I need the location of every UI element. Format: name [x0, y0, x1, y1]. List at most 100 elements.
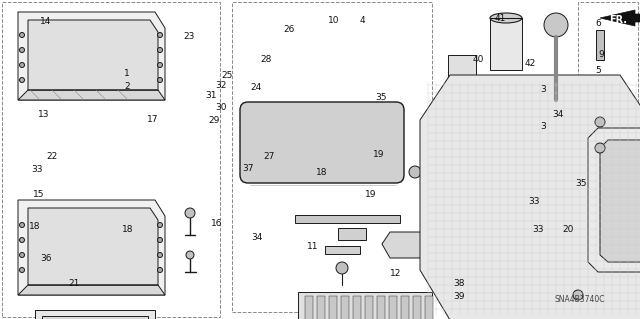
Circle shape: [186, 251, 194, 259]
Bar: [35, 310, 155, 319]
Text: 31: 31: [205, 91, 217, 100]
Circle shape: [157, 268, 163, 272]
Bar: [377, 296, 385, 319]
FancyBboxPatch shape: [240, 102, 404, 183]
Text: 34: 34: [252, 233, 263, 242]
Polygon shape: [18, 90, 165, 100]
Polygon shape: [28, 20, 158, 90]
Ellipse shape: [490, 13, 522, 23]
Text: 1: 1: [124, 69, 129, 78]
Text: 3: 3: [540, 122, 545, 131]
Text: 26: 26: [284, 25, 295, 34]
Text: 25: 25: [221, 71, 233, 80]
Text: 32: 32: [215, 81, 227, 90]
Circle shape: [19, 33, 24, 38]
Text: 29: 29: [209, 116, 220, 125]
Polygon shape: [382, 232, 428, 258]
Text: 41: 41: [495, 14, 506, 23]
Text: 17: 17: [147, 115, 158, 124]
Text: 4: 4: [360, 16, 365, 25]
Text: 14: 14: [40, 17, 52, 26]
Text: 5: 5: [596, 66, 601, 75]
Circle shape: [185, 208, 195, 218]
Bar: [42, 316, 148, 319]
Text: 15: 15: [33, 190, 44, 199]
Polygon shape: [420, 75, 640, 319]
Text: 33: 33: [532, 225, 543, 234]
Bar: [295, 215, 400, 223]
Text: FR.: FR.: [609, 15, 627, 25]
Polygon shape: [28, 208, 158, 285]
Circle shape: [19, 253, 24, 257]
Circle shape: [409, 166, 421, 178]
Text: 36: 36: [40, 254, 52, 263]
Text: 42: 42: [524, 59, 536, 68]
Text: 35: 35: [375, 93, 387, 102]
Text: 10: 10: [328, 16, 340, 25]
Text: 18: 18: [29, 222, 41, 231]
Circle shape: [19, 222, 24, 227]
Circle shape: [333, 293, 343, 303]
Circle shape: [595, 117, 605, 127]
Bar: [389, 296, 397, 319]
Polygon shape: [600, 140, 640, 262]
Circle shape: [19, 78, 24, 83]
Circle shape: [19, 268, 24, 272]
Bar: [341, 296, 349, 319]
Polygon shape: [298, 292, 432, 319]
Bar: [365, 296, 373, 319]
Circle shape: [157, 238, 163, 242]
Text: 2: 2: [124, 82, 129, 91]
Circle shape: [157, 33, 163, 38]
Text: 11: 11: [307, 242, 318, 251]
Text: 35: 35: [575, 179, 587, 188]
Bar: [2, 2, 220, 317]
Text: 30: 30: [215, 103, 227, 112]
Text: 20: 20: [563, 225, 574, 234]
Text: 18: 18: [316, 168, 327, 177]
Circle shape: [19, 63, 24, 68]
Bar: [401, 296, 409, 319]
Circle shape: [336, 262, 348, 274]
Text: 39: 39: [454, 292, 465, 300]
Bar: [448, 55, 476, 95]
Text: SNA4B3740C: SNA4B3740C: [555, 295, 605, 305]
Bar: [305, 296, 313, 319]
Text: 27: 27: [263, 152, 275, 161]
Bar: [490, 18, 522, 70]
Text: 33: 33: [31, 165, 43, 174]
Bar: [425, 296, 433, 319]
Circle shape: [157, 253, 163, 257]
Bar: [578, 2, 638, 202]
Circle shape: [19, 48, 24, 53]
Bar: [325, 246, 360, 254]
Text: 6: 6: [596, 19, 601, 28]
Bar: [329, 296, 337, 319]
Text: 38: 38: [454, 279, 465, 288]
Text: 23: 23: [183, 32, 195, 41]
Bar: [596, 30, 604, 60]
Bar: [232, 2, 432, 312]
Text: 12: 12: [390, 269, 401, 278]
Circle shape: [157, 78, 163, 83]
Circle shape: [544, 13, 568, 37]
Circle shape: [157, 63, 163, 68]
Text: 37: 37: [243, 164, 254, 173]
Text: 21: 21: [68, 279, 79, 288]
Circle shape: [573, 290, 583, 300]
Text: 9: 9: [599, 50, 604, 59]
Text: 22: 22: [47, 152, 58, 161]
Bar: [338, 228, 366, 240]
Text: 33: 33: [529, 197, 540, 206]
Text: 34: 34: [552, 110, 564, 119]
Bar: [413, 296, 421, 319]
Polygon shape: [18, 200, 165, 295]
Polygon shape: [600, 10, 640, 26]
Text: 3: 3: [540, 85, 545, 94]
Circle shape: [157, 222, 163, 227]
Polygon shape: [588, 128, 640, 272]
Text: 16: 16: [211, 219, 222, 228]
Text: 28: 28: [260, 55, 271, 63]
Text: 40: 40: [473, 56, 484, 64]
Circle shape: [595, 143, 605, 153]
